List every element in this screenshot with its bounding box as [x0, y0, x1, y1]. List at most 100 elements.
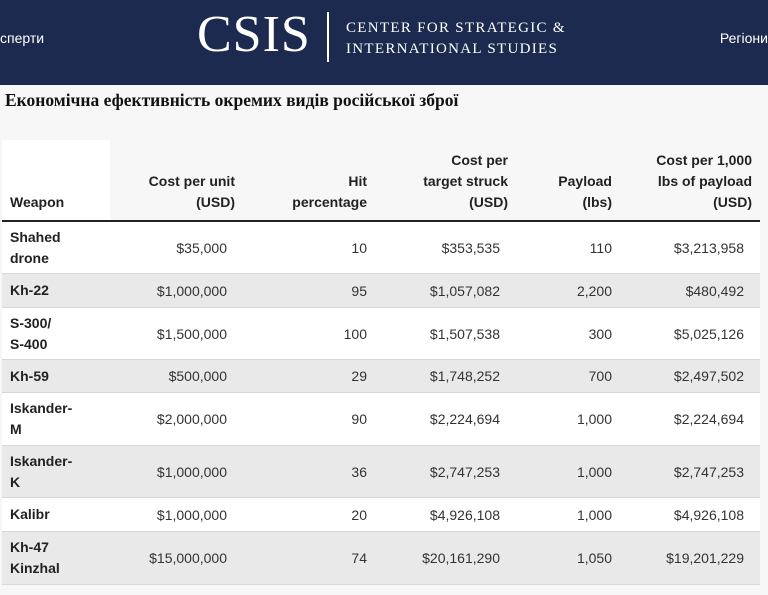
weapon-name: Iskander- K — [10, 451, 72, 493]
table-row: Kalibr $1,000,000 20 $4,926,108 1,000 $4,926,… — [2, 498, 760, 532]
cell-cost-target: $4,926,108 — [429, 506, 500, 523]
cell-hit: 74 — [351, 550, 367, 566]
cell-cost-payload: $3,213,958 — [673, 239, 744, 256]
cell-cost-payload: $5,025,126 — [673, 325, 744, 342]
weapon-name-line: Kinzhal — [10, 560, 60, 576]
cell-hit: 36 — [351, 463, 367, 480]
cell-hit: 20 — [351, 506, 367, 523]
col-header-text: Hit — [348, 173, 367, 189]
table-body: Shahed drone $35,000 10 $353,535 110 $3,213,95… — [2, 222, 760, 585]
weapon-name-cell: Kh-47 Kinzhal — [10, 532, 110, 584]
weapons-table: Weapon Cost per unit (USD) Hit percentag… — [2, 140, 760, 585]
table-row: Kh-22 $1,000,000 95 $1,057,082 2,200 $480,492 — [2, 274, 760, 308]
cell-hit: 29 — [351, 368, 367, 384]
weapon-name-line: Shahed — [10, 228, 61, 245]
col-header-text: (USD) — [196, 194, 235, 210]
cell-cost-target: $1,057,082 — [429, 282, 500, 299]
weapon-name: Iskander- M — [10, 398, 72, 440]
col-header-text: percentage — [292, 194, 367, 210]
weapon-name-line: drone — [10, 249, 49, 266]
cell-payload: 1,050 — [576, 550, 612, 566]
cell-payload: 110 — [589, 239, 612, 256]
cell-hit: 10 — [351, 239, 367, 256]
logo-subtitle-line1: CENTER FOR STRATEGIC & — [346, 20, 566, 36]
cell-cost-target: $1,507,538 — [429, 325, 500, 342]
col-header-weapon: Weapon — [10, 192, 64, 213]
weapon-name: Kalibr — [10, 504, 50, 525]
table-header: Weapon Cost per unit (USD) Hit percentag… — [2, 140, 760, 222]
cell-cost-payload: $2,497,502 — [673, 368, 744, 384]
weapon-name-line: Kalibr — [10, 506, 50, 522]
nav-link-regions[interactable]: Регіони — [719, 30, 768, 46]
site-header: сперти CSIS CENTER FOR STRATEGIC & INTER… — [0, 0, 768, 85]
cell-cost-target: $1,748,252 — [429, 368, 500, 384]
table-row: Kh-47 Kinzhal $15,000,000 74 $20,161,290 1,05… — [2, 532, 760, 585]
cell-payload: 1,000 — [576, 506, 612, 523]
col-header-text: Payload — [558, 173, 612, 189]
weapon-name-cell: S-300/S-400 — [10, 308, 110, 359]
cell-payload: 700 — [588, 368, 612, 384]
header-weapon-cell — [2, 140, 110, 220]
col-header-text: Cost per 1,000 — [656, 152, 752, 168]
col-header-cost-payload: Cost per 1,000 lbs of payload (USD) — [656, 150, 752, 213]
logo-subtitle-line2: INTERNATIONAL STUDIES — [346, 41, 559, 57]
cell-cost-unit: $35,000 — [176, 239, 227, 256]
cell-cost-payload: $19,201,229 — [666, 550, 744, 566]
logo-subtitle[interactable]: CENTER FOR STRATEGIC & INTERNATIONAL STU… — [346, 18, 566, 60]
weapon-name-line: Kh-59 — [10, 367, 49, 384]
table-row: Iskander- M $2,000,000 90 $2,224,694 1,000 $2,… — [2, 393, 760, 446]
cell-cost-unit: $1,000,000 — [156, 463, 227, 480]
weapon-name-line: S-300/ — [10, 314, 52, 331]
table-row: Iskander- K $1,000,000 36 $2,747,253 1,000 $2,… — [2, 446, 760, 498]
cell-cost-payload: $2,747,253 — [673, 463, 744, 480]
weapon-name-line: Kh-22 — [10, 282, 49, 298]
weapon-name-cell: Kh-22 — [10, 274, 110, 307]
cell-cost-unit: $15,000,000 — [149, 550, 227, 566]
col-header-text: Cost per — [451, 152, 508, 168]
cell-cost-payload: $480,492 — [685, 282, 744, 299]
cell-hit: 100 — [343, 325, 367, 342]
table-row: S-300/S-400 $1,500,000 100 $1,507,538 300 $5,… — [2, 308, 760, 360]
weapon-name: Kh-22 — [10, 280, 49, 301]
weapon-name-cell: Shahed drone — [10, 222, 110, 273]
weapon-name-line: Iskander- — [10, 452, 73, 469]
cell-cost-payload: $4,926,108 — [673, 506, 744, 523]
col-header-weapon-text: Weapon — [10, 194, 65, 210]
cell-cost-unit: $1,000,000 — [156, 506, 227, 523]
col-header-hit: Hit percentage — [292, 171, 367, 213]
page-title: Економічна ефективність окремих видів ро… — [5, 90, 459, 110]
col-header-text: (USD) — [713, 194, 752, 210]
weapon-name-line: M — [10, 421, 22, 437]
weapon-name: S-300/S-400 — [10, 313, 51, 355]
table-row: Shahed drone $35,000 10 $353,535 110 $3,213,95… — [2, 222, 760, 274]
col-header-text: Cost per unit — [148, 173, 235, 189]
weapon-name-line: Iskander- — [10, 400, 73, 416]
col-header-text: target struck — [423, 173, 508, 189]
col-header-cost-unit: Cost per unit (USD) — [149, 171, 235, 213]
weapon-name-cell: Iskander- K — [10, 446, 110, 497]
nav-link-experts[interactable]: сперти — [0, 30, 45, 46]
weapon-name-line: K — [10, 473, 21, 490]
weapon-name-line: Kh-47 — [10, 539, 49, 555]
logo-divider — [327, 12, 329, 62]
cell-cost-unit: $500,000 — [168, 368, 227, 384]
col-header-text: lbs of payload — [657, 173, 752, 189]
cell-cost-target: $2,224,694 — [429, 411, 500, 427]
cell-cost-target: $353,535 — [441, 239, 500, 256]
cell-cost-payload: $2,224,694 — [673, 411, 744, 427]
cell-cost-unit: $2,000,000 — [156, 411, 227, 427]
col-header-payload: Payload (lbs) — [558, 171, 612, 213]
col-header-cost-target: Cost per target struck (USD) — [423, 150, 508, 213]
weapon-name-cell: Kalibr — [10, 498, 110, 531]
cell-cost-target: $2,747,253 — [429, 463, 500, 480]
weapon-name: Kh-59 — [10, 366, 49, 387]
weapon-name-line: S-400 — [10, 335, 48, 352]
cell-payload: 1,000 — [576, 411, 612, 427]
cell-payload: 2,200 — [576, 282, 612, 299]
cell-hit: 95 — [351, 282, 367, 299]
cell-payload: 1,000 — [576, 463, 612, 480]
col-header-text: (lbs) — [582, 194, 612, 210]
weapon-name: Shahed drone — [10, 227, 61, 269]
cell-payload: 300 — [588, 325, 612, 342]
csis-logo[interactable]: CSIS — [197, 6, 311, 63]
